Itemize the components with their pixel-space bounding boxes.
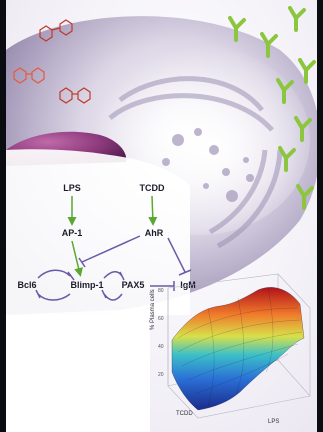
right-border [317, 0, 323, 432]
plot-y-label: LPS [268, 419, 280, 425]
node-ap1: AP-1 [61, 228, 83, 238]
node-tcdd: TCDD [139, 183, 165, 193]
svg-text:60: 60 [158, 316, 164, 322]
svg-text:20: 20 [158, 372, 164, 378]
node-lps: LPS [63, 183, 81, 193]
surface-plot: 80 60 40 20 [148, 268, 320, 428]
svg-text:40: 40 [158, 344, 164, 350]
node-igm: IgM [180, 280, 196, 290]
left-border [0, 0, 6, 432]
plot-z-label: % Plasma cells [150, 289, 156, 330]
node-pax5: PAX5 [121, 280, 145, 290]
plot-x-label: TCDD [176, 411, 193, 417]
node-ahr: AhR [144, 228, 164, 238]
svg-text:80: 80 [158, 288, 164, 294]
node-blimp1: Blimp-1 [70, 280, 104, 290]
node-bcl6: Bcl6 [17, 280, 37, 290]
antibody-icon [228, 6, 316, 210]
vesicles [162, 128, 254, 202]
dioxin-molecule-icon [13, 19, 91, 104]
endoplasmic-reticulum [108, 76, 283, 249]
